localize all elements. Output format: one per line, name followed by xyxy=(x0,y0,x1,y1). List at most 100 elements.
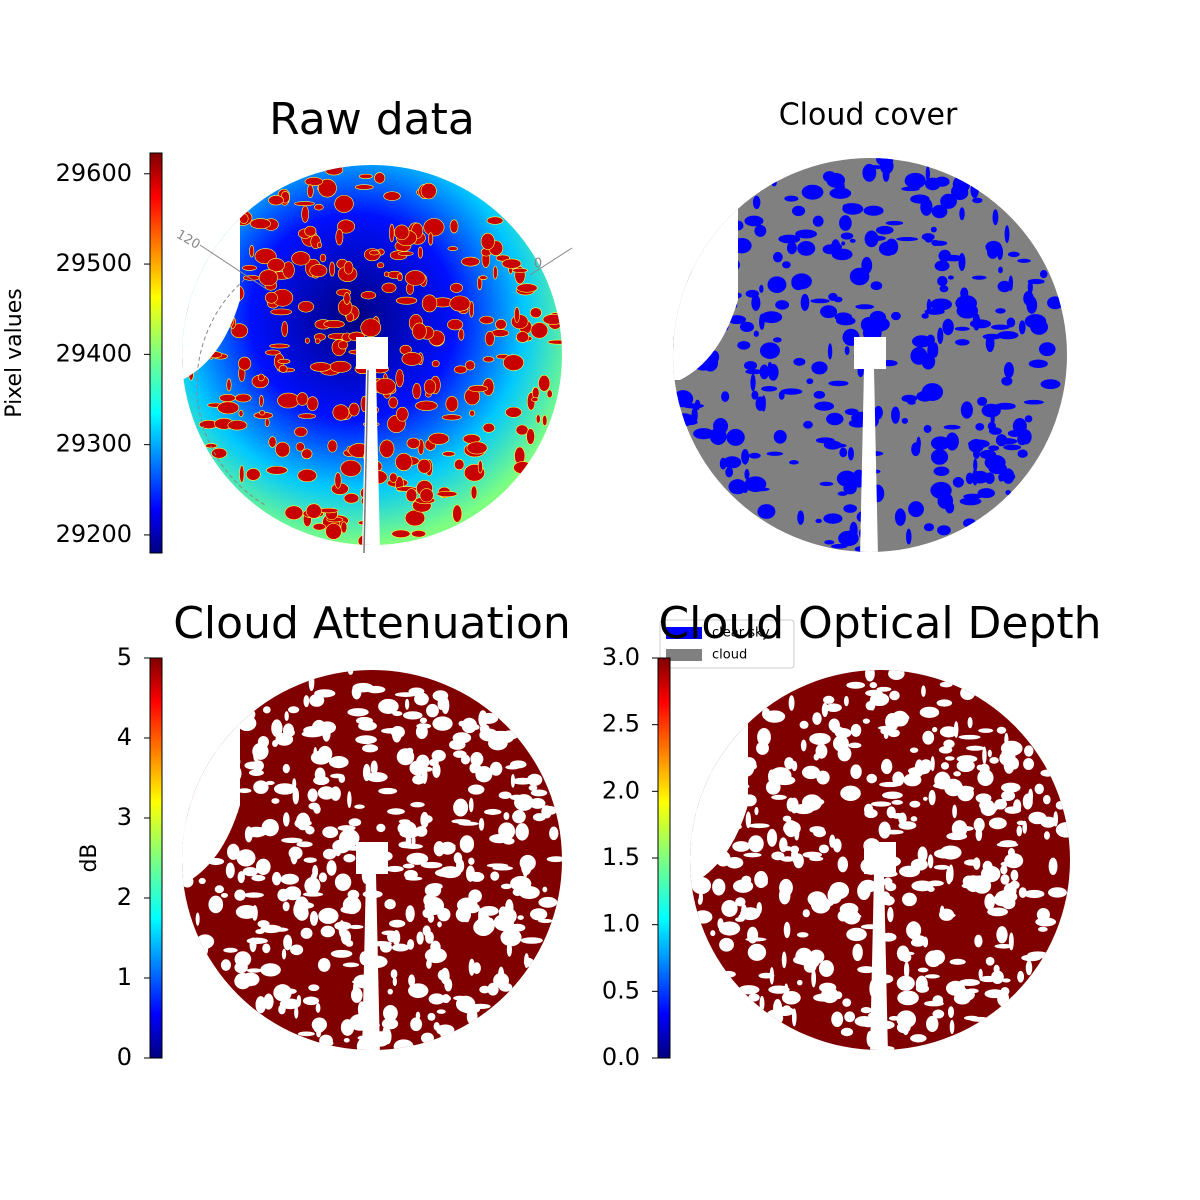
image-blob xyxy=(397,251,414,256)
image-blob xyxy=(1040,379,1061,390)
image-blob xyxy=(423,218,445,237)
image-blob xyxy=(1000,874,1010,885)
image-blob xyxy=(342,896,362,915)
image-blob xyxy=(217,401,240,415)
image-blob xyxy=(780,388,803,395)
image-blob xyxy=(452,504,463,523)
image-blob xyxy=(781,951,787,969)
image-blob xyxy=(234,951,252,968)
image-blob xyxy=(932,995,944,1006)
image-blob xyxy=(424,947,447,964)
image-blob xyxy=(882,895,895,906)
image-blob xyxy=(306,396,319,411)
image-blob xyxy=(780,856,795,862)
image-blob xyxy=(890,311,901,321)
image-blob xyxy=(847,447,854,461)
image-blob xyxy=(265,780,275,786)
image-blob xyxy=(843,504,857,513)
image-blob xyxy=(882,167,890,182)
image-blob xyxy=(512,888,523,896)
image-blob xyxy=(748,823,770,829)
image-blob xyxy=(759,284,764,293)
image-blob xyxy=(282,812,290,827)
image-blob xyxy=(468,958,475,976)
image-blob xyxy=(827,443,847,448)
image-blob xyxy=(728,479,747,495)
image-blob xyxy=(927,880,944,887)
image-blob xyxy=(271,871,282,886)
colorbar-tick-label: 0 xyxy=(117,1043,132,1071)
image-blob xyxy=(835,244,843,250)
image-blob xyxy=(922,936,929,948)
image-blob xyxy=(994,943,1013,949)
image-blob xyxy=(473,926,481,932)
image-blob xyxy=(241,972,260,987)
image-blob xyxy=(968,439,984,453)
image-blob xyxy=(430,940,441,954)
image-blob xyxy=(1024,889,1045,899)
image-blob xyxy=(538,896,558,908)
image-blob xyxy=(930,449,949,465)
image-blob xyxy=(249,218,271,230)
image-blob xyxy=(318,907,339,924)
image-blob xyxy=(796,979,803,986)
image-blob xyxy=(337,219,356,234)
image-blob xyxy=(295,442,305,452)
image-blob xyxy=(971,275,987,280)
image-blob xyxy=(275,732,294,746)
image-blob xyxy=(922,730,935,745)
image-blob xyxy=(484,808,502,815)
colorbar-tick-label: 29500 xyxy=(56,249,132,277)
colorbar-label: dB xyxy=(77,843,102,872)
image-blob xyxy=(1007,848,1015,858)
image-blob xyxy=(305,503,322,519)
image-blob xyxy=(903,773,922,787)
image-blob xyxy=(694,399,701,411)
image-blob xyxy=(1024,745,1034,757)
colorbar-tick-label: 0.0 xyxy=(602,1043,640,1071)
image-blob xyxy=(803,420,813,429)
image-blob xyxy=(818,960,834,977)
image-blob xyxy=(972,857,981,870)
image-blob xyxy=(984,893,995,911)
image-blob xyxy=(509,760,527,769)
image-blob xyxy=(993,802,999,811)
image-blob xyxy=(865,670,875,682)
image-mask xyxy=(870,874,888,1050)
image-blob xyxy=(927,343,933,360)
image-blob xyxy=(310,873,317,888)
image-blob xyxy=(322,848,337,860)
image-blob xyxy=(841,241,846,246)
image-blob xyxy=(542,314,562,325)
image-blob xyxy=(737,341,751,350)
image-blob xyxy=(751,294,761,311)
image-blob xyxy=(292,778,297,790)
image-blob xyxy=(294,201,315,206)
image-blob xyxy=(766,451,784,456)
image-blob xyxy=(921,313,929,319)
image-blob xyxy=(431,749,446,762)
image-blob xyxy=(456,897,478,913)
image-blob xyxy=(767,363,779,381)
image-blob xyxy=(772,337,782,343)
image-blob xyxy=(721,900,738,917)
image-blob xyxy=(744,215,764,227)
image-blob xyxy=(885,238,899,256)
image-blob xyxy=(284,505,304,520)
image-blob xyxy=(338,920,345,938)
image-blob xyxy=(317,958,331,972)
image-blob xyxy=(972,313,981,331)
image-blob xyxy=(412,322,427,340)
image-blob xyxy=(870,311,886,319)
polar-label: 120 xyxy=(173,227,202,252)
image-blob xyxy=(916,436,921,451)
image-blob xyxy=(977,488,995,499)
colorbar xyxy=(657,657,671,1059)
image-blob xyxy=(823,513,843,524)
image-blob xyxy=(478,275,488,280)
image-blob xyxy=(428,993,445,1005)
image-blob xyxy=(799,720,809,729)
image-blob xyxy=(382,1026,388,1043)
image-blob xyxy=(283,934,293,951)
image-blob xyxy=(423,379,437,395)
